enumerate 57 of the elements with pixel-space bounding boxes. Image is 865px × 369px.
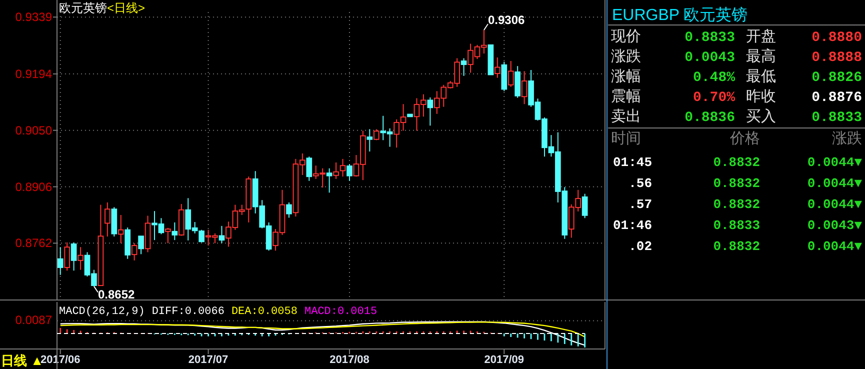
text: 涨跌 (832, 130, 862, 147)
text: 01:45 (612, 155, 652, 170)
series-label: MACD:0.0015 (304, 306, 378, 318)
text: 0.0044▼ (807, 239, 862, 254)
y-tick-label: 0.9194 (15, 66, 52, 81)
text: .57 (628, 197, 652, 212)
text: 01:46 (612, 218, 652, 233)
text: .56 (628, 176, 652, 191)
y-tick-label: 0.9050 (15, 123, 52, 138)
text: 0.0043 (684, 50, 735, 66)
text: 0.8832 (713, 155, 760, 170)
text: 0.0043▼ (807, 218, 862, 233)
text: 0.8833 (812, 110, 862, 126)
text: 最低 (746, 68, 776, 85)
x-tick-label: 2017/07 (188, 354, 228, 366)
text: 0.0044▼ (807, 176, 862, 191)
y-tick-label: 0.8762 (15, 236, 52, 250)
text: 0.0087 (15, 313, 52, 327)
text: 0.8832 (713, 239, 760, 254)
text: 最高 (746, 48, 776, 65)
annotation: 0.8652 (98, 287, 136, 302)
text: 0.8880 (812, 30, 862, 46)
text: 0.8833 (713, 218, 760, 233)
text: 0.8876 (812, 90, 862, 106)
text: 0.8832 (713, 197, 760, 212)
chart-title: MACD(26,12,9) (59, 306, 145, 318)
text: 价格 (729, 130, 760, 147)
text: 买入 (746, 108, 776, 125)
text: 0.8888 (812, 50, 862, 66)
text: EURGBP 欧元英镑 (612, 6, 748, 24)
text: 0.0044▼ (807, 197, 862, 212)
y-tick-label: 0.9339 (15, 10, 52, 24)
text: 0.48% (692, 70, 736, 86)
text: 卖出 (611, 108, 641, 125)
text: 0.8833 (684, 30, 735, 46)
text: 0.0044▼ (807, 155, 862, 170)
series-label: DIFF:0.0066 (152, 306, 224, 318)
text: 0.8832 (713, 176, 760, 191)
text: 0.8836 (684, 110, 735, 126)
y-tick-label: 0.8906 (15, 180, 52, 194)
text: 时间 (611, 130, 641, 147)
text: 开盘 (746, 28, 776, 45)
text: 昨收 (746, 88, 776, 105)
annotation: 0.9306 (488, 13, 525, 28)
text: 现价 (611, 28, 641, 45)
text: .02 (628, 239, 652, 254)
text: 0.70% (692, 90, 736, 106)
text: 0.8826 (812, 70, 862, 86)
x-tick-label: 2017/08 (330, 354, 370, 366)
x-tick-label: 2017/09 (484, 354, 524, 366)
text: 震幅 (611, 88, 641, 105)
series-label: DEA:0.0058 (231, 306, 298, 318)
chart-title: 欧元英镑 (59, 1, 107, 15)
text: 涨跌 (611, 48, 641, 65)
chart-subtitle: <日线> (107, 1, 146, 15)
text: 涨幅 (611, 68, 641, 85)
x-tick-label: 2017/06 (40, 354, 80, 366)
